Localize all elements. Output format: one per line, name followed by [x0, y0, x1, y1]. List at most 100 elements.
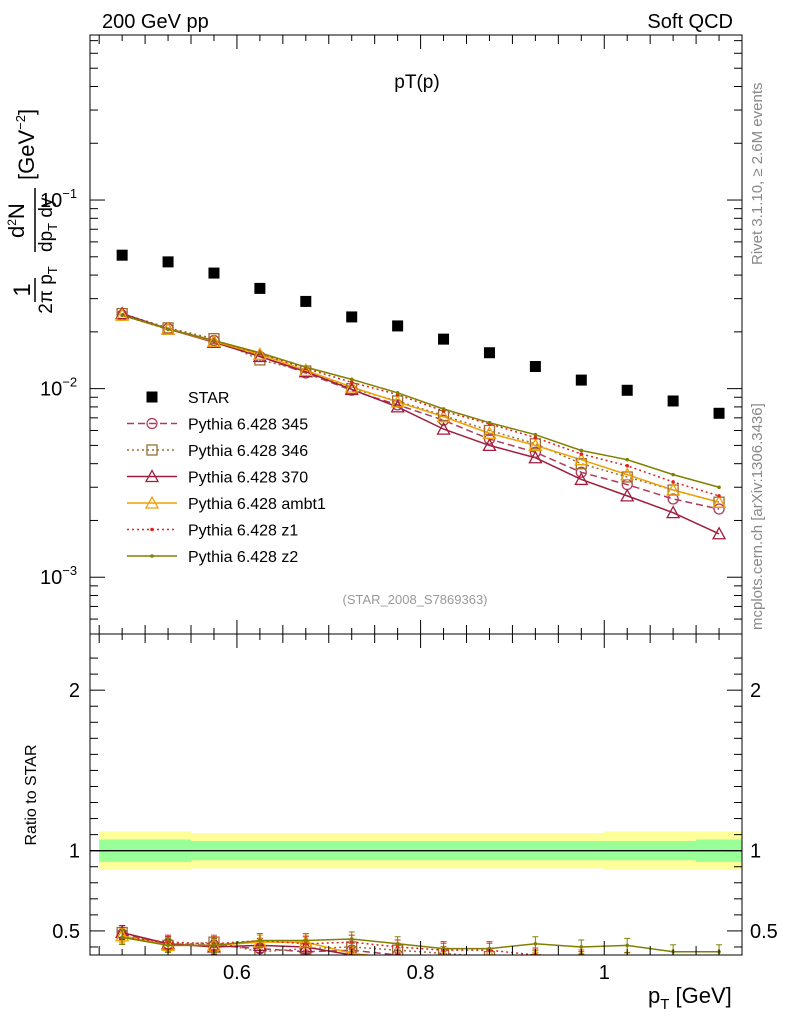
energy-label: 200 GeV pp [102, 11, 209, 33]
ratio-line [121, 933, 409, 955]
legend-label: Pythia 6.428 ambt1 [188, 496, 326, 513]
data-point [667, 395, 679, 407]
ratio-point [668, 969, 678, 979]
ratio-point [346, 946, 357, 955]
ratio-point [579, 956, 583, 960]
data-point [717, 494, 721, 498]
y-tick-label: 10−2 [40, 375, 77, 401]
legend-label: STAR [188, 390, 229, 407]
ratio-series-group [115, 925, 725, 982]
legend-marker [150, 554, 154, 558]
ratio-point [212, 943, 216, 948]
data-point [671, 472, 675, 477]
data-point [160, 321, 176, 335]
data-point [625, 463, 630, 468]
ratio-point [438, 957, 450, 968]
data-point [482, 425, 497, 439]
svg-text:[GeV−2]: [GeV−2] [13, 109, 39, 180]
data-point [713, 407, 725, 419]
series-line [121, 314, 720, 488]
ratio-point [625, 958, 629, 962]
ratio-y-axis-label: Ratio to STAR [23, 744, 40, 845]
data-point [667, 493, 679, 505]
svg-text:dpT dy: dpT dy [36, 197, 60, 252]
data-point [115, 307, 130, 321]
data-point [346, 311, 358, 323]
ratio-point [483, 960, 495, 971]
ratio-point [349, 937, 354, 941]
ratio-point [529, 963, 541, 974]
svg-text:d2N: d2N [4, 203, 29, 238]
legend-marker [146, 444, 158, 456]
data-point [252, 346, 267, 360]
ratio-point [487, 946, 492, 951]
ratio-point [530, 961, 540, 971]
data-point [395, 391, 400, 395]
legend-label: Pythia 6.428 345 [188, 417, 308, 434]
data-point [487, 420, 492, 425]
data-point [713, 503, 725, 515]
ratio-point [166, 943, 170, 948]
data-point [166, 327, 170, 331]
ratio-point [120, 935, 124, 940]
data-point [344, 382, 359, 396]
ratio-point [625, 943, 630, 948]
ratio-point [622, 960, 632, 970]
ratio-point [621, 970, 633, 981]
ratio-point [667, 971, 679, 982]
ratio-point [668, 961, 678, 971]
ratio-point [395, 941, 400, 946]
data-point [436, 421, 451, 435]
data-point [349, 380, 354, 385]
data-point [206, 334, 222, 348]
y-tick-label: 10−3 [40, 563, 77, 589]
ratio-line [121, 931, 359, 955]
ratio-point [575, 967, 587, 978]
ratio-point [622, 968, 632, 978]
data-point [529, 446, 542, 458]
data-point [575, 374, 587, 386]
ratio-point [484, 958, 494, 968]
data-point [620, 467, 635, 481]
data-point [300, 295, 312, 307]
ratio-point [717, 963, 721, 967]
data-point [575, 466, 587, 478]
ratio-point [576, 964, 586, 974]
ratio-y-tick-label: 2 [69, 680, 80, 702]
x-axis-label: pT [GeV] [648, 983, 732, 1013]
legend-marker [150, 527, 154, 532]
x-tick-label: 0.6 [223, 962, 251, 984]
ratio-point [441, 946, 446, 951]
data-point [533, 435, 538, 440]
data-point [162, 256, 174, 268]
data-point [666, 482, 681, 496]
ratio-point [621, 957, 633, 968]
data-point [349, 377, 354, 382]
data-point [528, 438, 543, 452]
data-point [115, 306, 130, 320]
rivet-version-label: Rivet 3.1.10, ≥ 2.6M events [749, 83, 766, 266]
ratio-point [533, 941, 538, 946]
data-point [483, 347, 495, 359]
legend-marker [144, 469, 160, 483]
data-point [441, 407, 446, 411]
data-point [574, 472, 589, 486]
svg-text:2π pT: 2π pT [36, 266, 60, 314]
x-tick-label: 0.8 [407, 962, 435, 984]
data-point [482, 438, 497, 452]
ratio-y-tick-label-right: 2 [750, 680, 761, 702]
data-point [625, 457, 630, 462]
ratio-point [671, 961, 675, 965]
data-point [528, 450, 543, 464]
data-point [304, 365, 308, 369]
x-tick-label: 1 [599, 962, 610, 984]
ratio-point [713, 963, 725, 974]
ratio-point [576, 958, 586, 968]
data-point [436, 409, 451, 423]
series-line [121, 314, 720, 497]
data-point [344, 379, 359, 393]
data-point [579, 452, 584, 456]
ratio-point [258, 938, 262, 943]
